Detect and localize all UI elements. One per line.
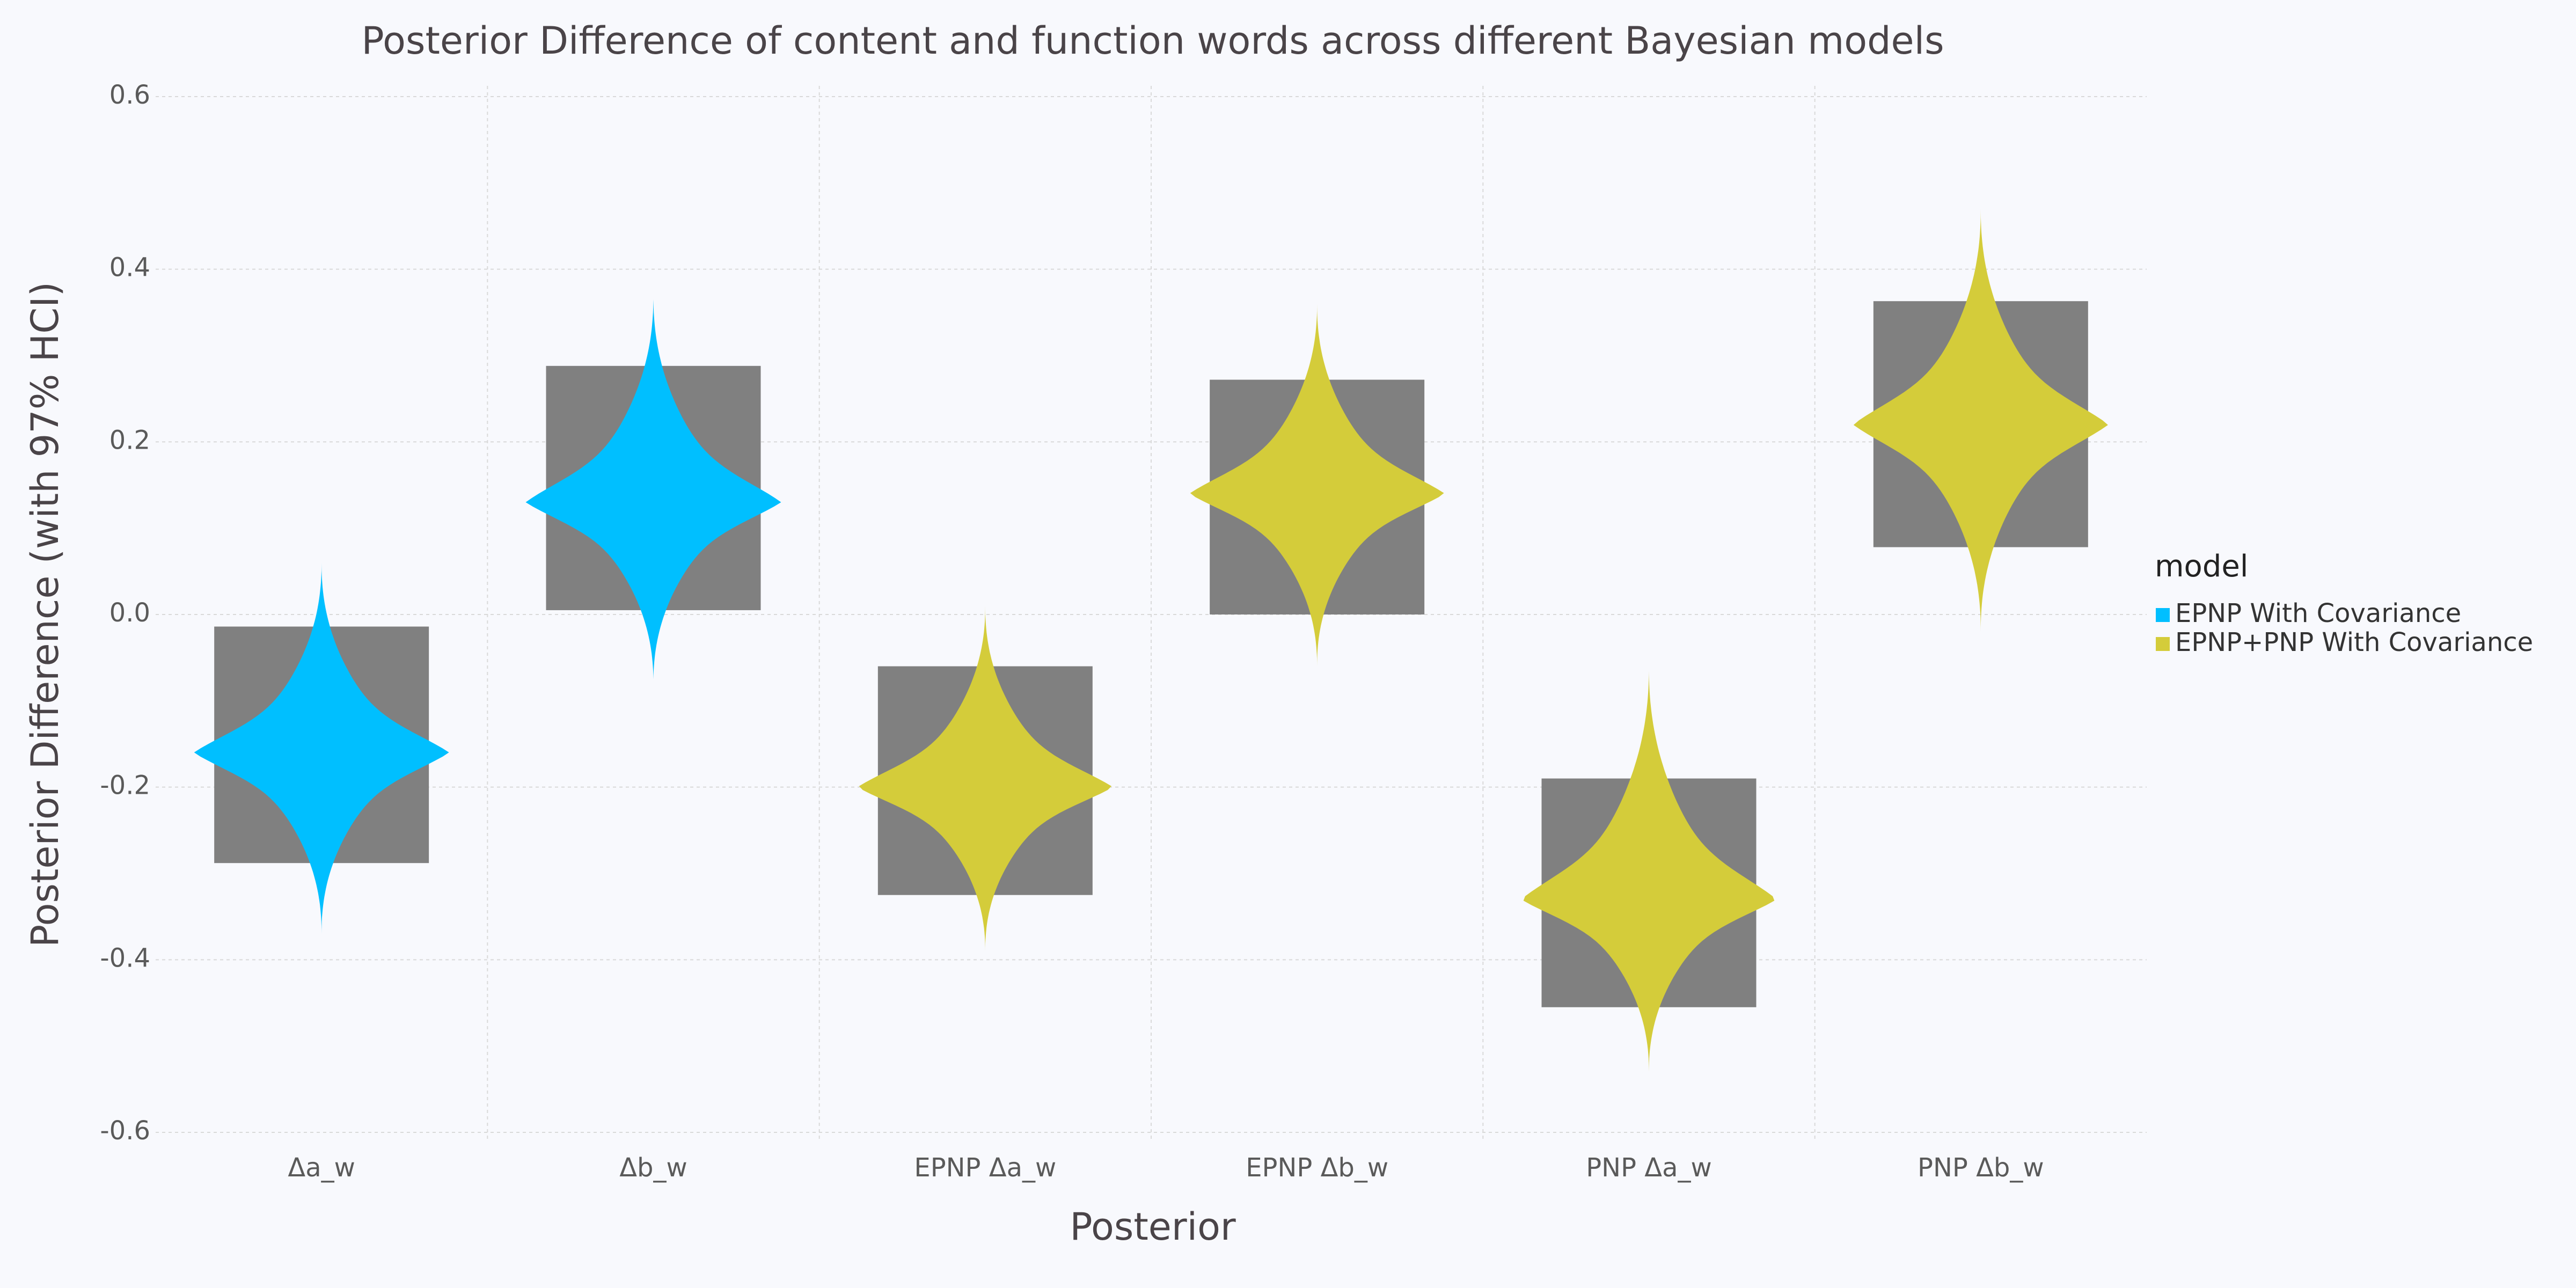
violin [1523,666,1775,1072]
x-tick-label: Δa_w [288,1153,355,1183]
legend-label: EPNP With Covariance [2175,598,2461,628]
y-tick-label: -0.4 [100,943,150,973]
y-tick-label: 0.6 [109,80,150,110]
legend-title: model [2155,549,2248,584]
y-tick-label: -0.6 [100,1116,150,1146]
violin [1190,304,1444,667]
violins [194,209,2108,1072]
x-tick-labels: Δa_w Δb_w EPNP Δa_w EPNP Δb_w PNP Δa_w PNP Δb… [288,1153,2044,1183]
x-tick-label: PNP Δb_w [1918,1153,2044,1183]
y-tick-label: -0.2 [100,771,150,801]
violin [525,295,781,684]
y-axis-label: Posterior Difference (with 97% HCI) [23,282,67,947]
violin [859,605,1111,952]
x-tick-label: EPNP Δb_w [1246,1153,1388,1183]
x-tick-label: Δb_w [619,1153,687,1183]
chart-title: Posterior Difference of content and func… [361,19,1944,63]
violin [194,562,449,934]
x-axis-label: Posterior [1070,1205,1236,1249]
legend-swatch [2156,637,2170,651]
x-tick-label: EPNP Δa_w [914,1153,1056,1183]
y-tick-labels: 0.6 0.4 0.2 0.0 -0.2 -0.4 -0.6 [100,80,150,1146]
violin [1853,209,2108,632]
legend-label: EPNP+PNP With Covariance [2175,627,2533,657]
grid [156,86,2147,1140]
y-tick-label: 0.4 [109,253,150,283]
y-tick-label: 0.0 [109,598,150,628]
y-tick-label: 0.2 [109,425,150,455]
x-tick-label: PNP Δa_w [1586,1153,1712,1183]
legend-swatch [2156,608,2170,622]
